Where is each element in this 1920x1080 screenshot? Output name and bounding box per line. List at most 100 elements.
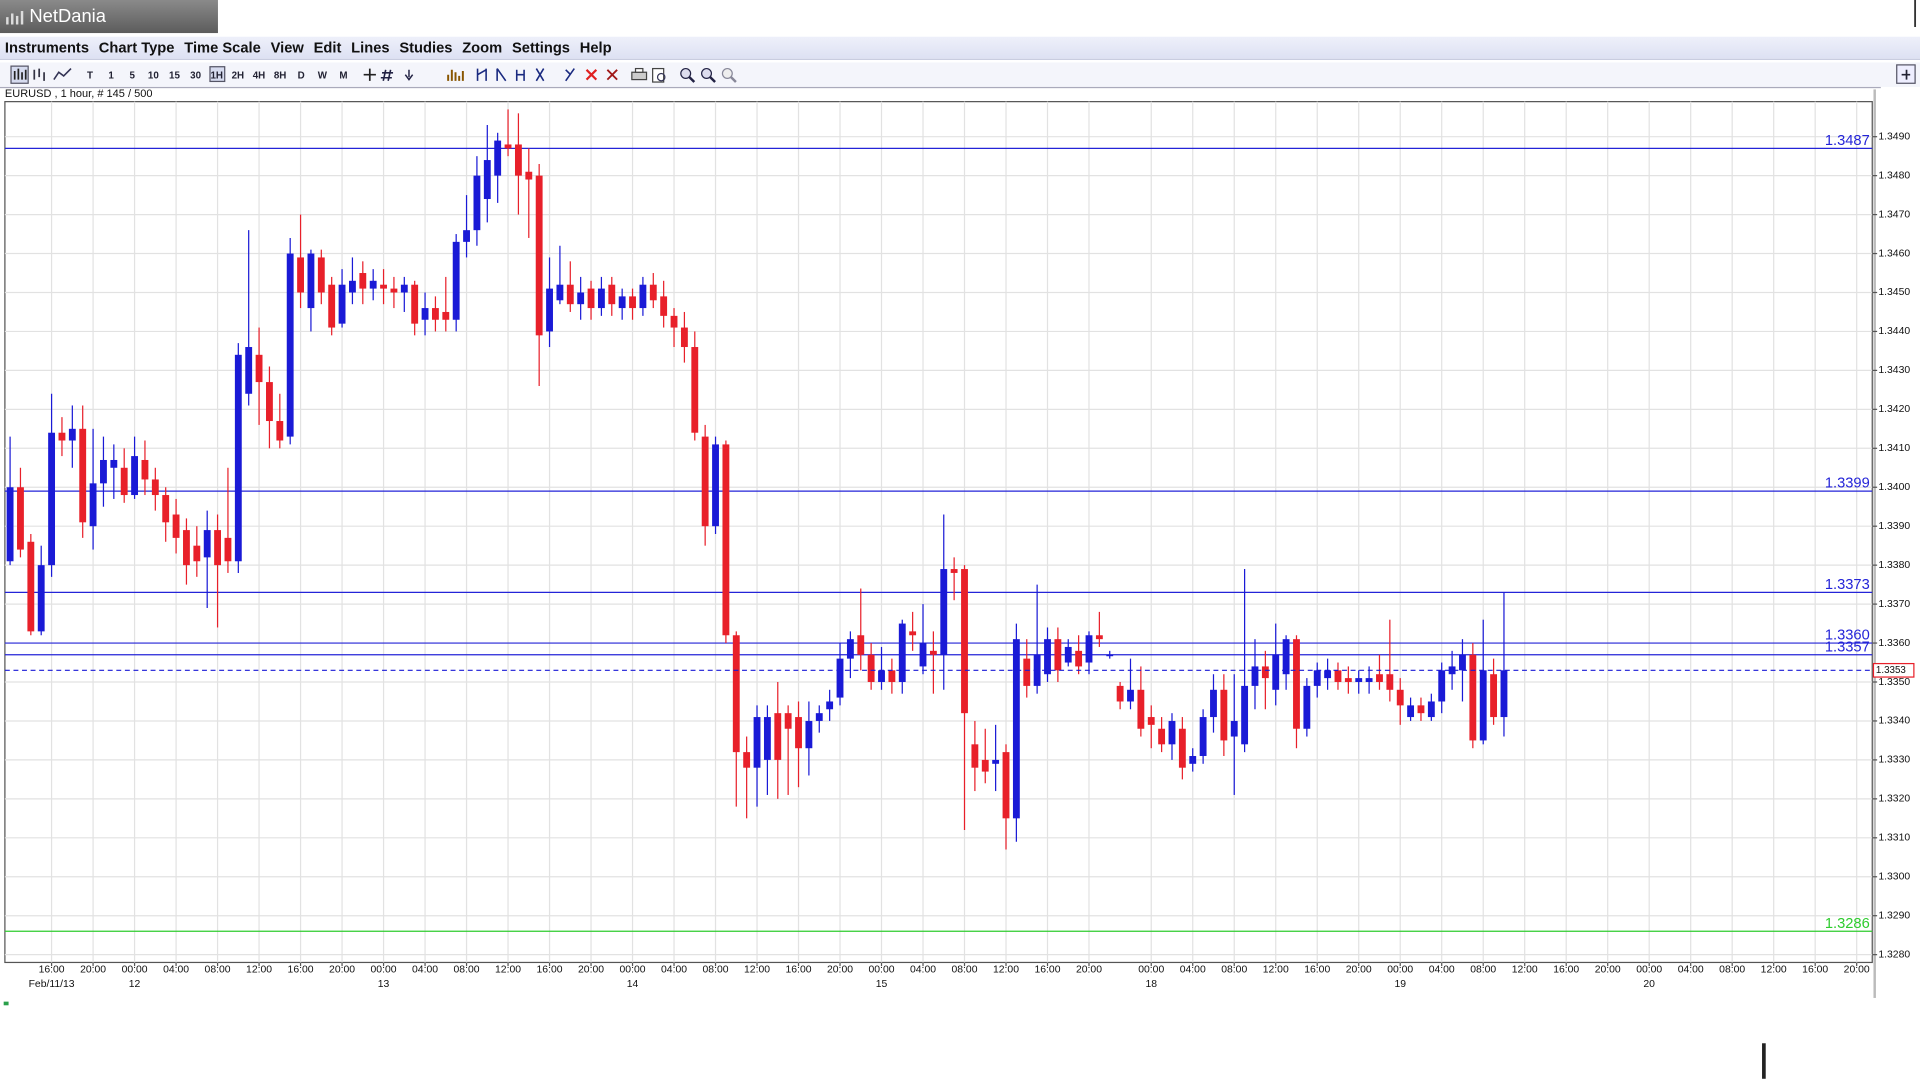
timescale-button[interactable]: 5 xyxy=(129,69,135,81)
timescale-button[interactable]: 10 xyxy=(147,69,159,81)
candle-body xyxy=(909,631,917,636)
timescale-button[interactable]: 15 xyxy=(169,69,180,81)
timescale-button[interactable]: 8H xyxy=(273,69,287,81)
y-tick-label: 1.3310 xyxy=(1878,833,1910,844)
candle-body xyxy=(1438,670,1446,702)
candle-body xyxy=(919,643,927,667)
candle-body xyxy=(452,241,460,320)
x-tick-label: 20:00 xyxy=(1844,965,1870,976)
x-tick-label: 04:00 xyxy=(910,965,936,976)
level-label: 1.3286 xyxy=(1825,916,1870,932)
candle-body xyxy=(1334,670,1342,683)
candle-body xyxy=(1012,639,1020,819)
x-tick-label: 20:00 xyxy=(80,965,106,976)
y-tick-label: 1.3440 xyxy=(1878,326,1910,337)
candle-body xyxy=(639,284,647,309)
candle-body xyxy=(1448,666,1456,675)
timescale-button[interactable]: 1H xyxy=(208,66,225,83)
candle-body xyxy=(795,717,802,749)
last-price-label: 1.3353 xyxy=(1876,665,1906,676)
x-tick-label: 16:00 xyxy=(1553,965,1579,976)
timescale-button[interactable]: D xyxy=(297,69,305,81)
candle-body xyxy=(670,315,678,328)
candle-body xyxy=(556,284,564,301)
timescale-button[interactable]: W xyxy=(317,69,327,81)
menu-item[interactable]: Instruments xyxy=(4,39,90,57)
x-tick-label: 08:00 xyxy=(951,965,977,976)
candle-body xyxy=(79,428,87,523)
candle-body xyxy=(1168,720,1176,745)
candle-body xyxy=(463,230,470,242)
candle-body xyxy=(1095,635,1103,640)
candle-body xyxy=(390,288,398,293)
candle-body xyxy=(1199,717,1207,757)
candle-body xyxy=(763,717,771,760)
menu-item[interactable]: Settings xyxy=(512,39,570,57)
toolbar-icons-right[interactable] xyxy=(360,65,740,85)
candle-body xyxy=(48,432,56,566)
timescale-button[interactable]: 1 xyxy=(108,69,114,81)
axis-separator xyxy=(1873,89,1876,998)
menu-item[interactable]: Chart Type xyxy=(98,39,175,57)
candle-body xyxy=(1230,720,1238,737)
candle-body xyxy=(1469,654,1477,741)
candle-body xyxy=(1272,654,1280,690)
menu-item[interactable]: Help xyxy=(579,39,612,57)
candle-body xyxy=(1407,705,1415,718)
candle-body xyxy=(328,284,336,328)
timescale-button[interactable]: 30 xyxy=(190,69,202,81)
timescale-button[interactable]: 2H xyxy=(231,69,245,81)
y-tick-label: 1.3460 xyxy=(1878,248,1910,259)
menu-item[interactable]: Zoom xyxy=(462,39,503,57)
candle-body xyxy=(846,639,854,659)
candle-body xyxy=(1313,670,1321,686)
candle-body xyxy=(307,253,315,309)
timescale-button[interactable]: 4H xyxy=(252,69,266,81)
x-tick-label: 08:00 xyxy=(205,965,231,976)
date-label: Feb/11/13 xyxy=(29,979,75,990)
candle-body xyxy=(618,296,626,309)
candle-body xyxy=(649,284,657,301)
pin-button[interactable] xyxy=(1896,64,1918,86)
candle-body xyxy=(317,257,325,293)
menu-item[interactable]: View xyxy=(270,39,304,57)
toolbar-icons-left[interactable] xyxy=(10,65,83,85)
candle-body xyxy=(442,311,450,320)
candle-body xyxy=(514,144,522,176)
menu-item[interactable]: Lines xyxy=(351,39,390,57)
x-tick-label: 12:00 xyxy=(1263,965,1289,976)
candle-body xyxy=(110,459,118,468)
candle-body xyxy=(6,487,14,562)
app-icon xyxy=(6,11,24,25)
menu-item[interactable]: Studies xyxy=(399,39,453,57)
candle-body xyxy=(1490,674,1498,718)
candle-body xyxy=(826,701,834,710)
x-tick-label: 00:00 xyxy=(1138,965,1164,976)
candle-body xyxy=(660,296,668,316)
x-tick-label: 20:00 xyxy=(578,965,604,976)
menu-item[interactable]: Edit xyxy=(313,39,342,57)
candle-body xyxy=(1427,701,1435,718)
y-tick-label: 1.3370 xyxy=(1878,599,1910,610)
candle-body xyxy=(1417,705,1425,714)
date-label: 19 xyxy=(1394,979,1406,990)
candle-body xyxy=(629,296,636,309)
candle-body xyxy=(940,569,948,655)
candle-body xyxy=(255,354,263,383)
x-tick-label: 12:00 xyxy=(1761,965,1787,976)
y-tick-label: 1.3470 xyxy=(1878,209,1910,220)
candle-body xyxy=(732,635,740,753)
y-tick-label: 1.3420 xyxy=(1878,404,1910,415)
timescale-button[interactable]: T xyxy=(86,69,93,81)
x-tick-label: 04:00 xyxy=(1429,965,1455,976)
candle-body xyxy=(380,284,387,289)
menu-item[interactable]: Time Scale xyxy=(184,39,261,57)
candle-body xyxy=(971,744,979,768)
x-tick-label: 16:00 xyxy=(1304,965,1330,976)
timescale-button[interactable]: M xyxy=(339,69,348,81)
candle-body xyxy=(234,354,242,562)
candle-body xyxy=(961,569,968,714)
candle-body xyxy=(27,541,35,632)
